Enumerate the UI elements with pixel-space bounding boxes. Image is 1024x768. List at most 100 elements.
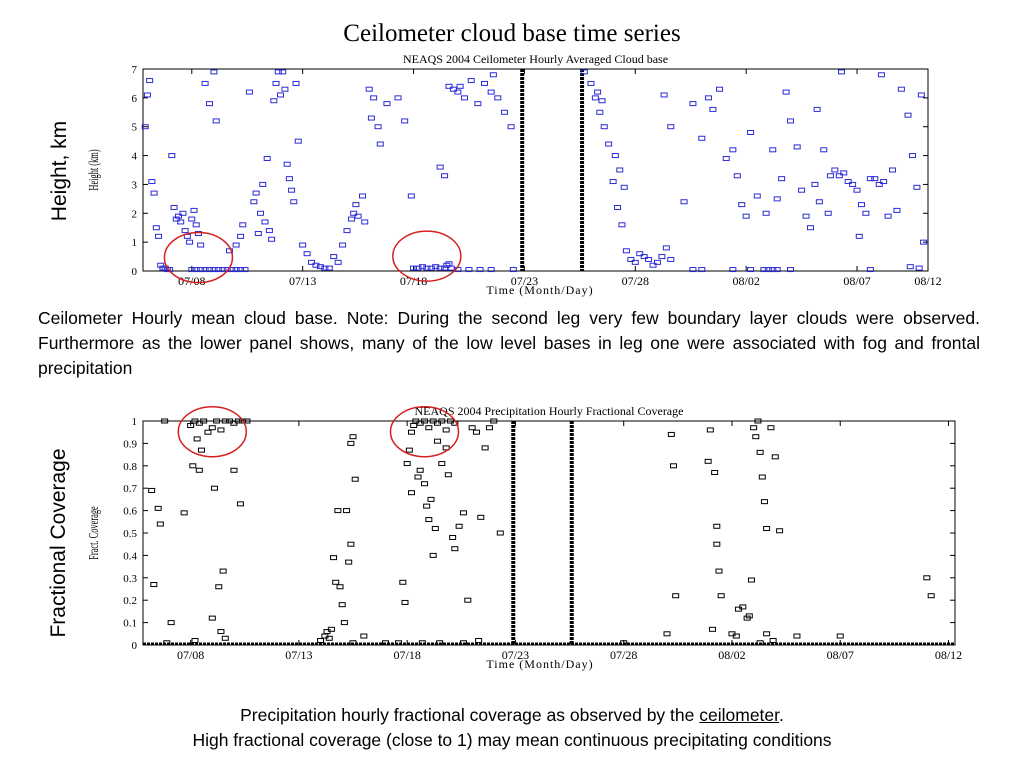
plot-frame	[142, 420, 956, 646]
data-point	[270, 98, 278, 104]
data-point	[148, 487, 156, 493]
data-point	[155, 233, 163, 239]
data-point	[141, 124, 149, 130]
data-point	[708, 626, 716, 632]
data-point	[787, 118, 795, 124]
data-point	[272, 80, 280, 86]
data-point	[494, 95, 502, 101]
data-point	[201, 80, 209, 86]
data-point	[423, 503, 431, 509]
data-point	[487, 267, 495, 273]
data-point	[767, 425, 775, 431]
data-point	[442, 445, 450, 451]
data-point	[259, 181, 267, 187]
data-point	[347, 541, 355, 547]
data-point	[866, 267, 874, 273]
data-point	[159, 265, 167, 271]
data-point	[689, 267, 697, 273]
chart-x-label: Time (Month/Day)	[486, 657, 593, 671]
y-tick-label: 3	[132, 179, 138, 191]
data-point	[698, 135, 706, 141]
data-point	[170, 205, 178, 211]
data-point	[889, 167, 897, 173]
data-point	[192, 267, 200, 273]
data-points	[148, 418, 935, 646]
data-point	[826, 173, 834, 179]
data-point	[764, 267, 772, 273]
data-point	[276, 92, 284, 98]
data-point	[769, 267, 777, 273]
data-point	[622, 248, 630, 254]
data-point	[840, 170, 848, 176]
cloud-base-caption: Ceilometer Hourly mean cloud base. Note:…	[38, 308, 980, 378]
data-point	[221, 418, 229, 424]
data-point	[321, 265, 329, 271]
data-point	[281, 86, 289, 92]
data-point	[274, 69, 282, 75]
data-point	[476, 267, 484, 273]
data-point	[614, 205, 622, 211]
data-point	[237, 267, 245, 273]
data-point	[188, 216, 196, 222]
data-point	[862, 210, 870, 216]
data-point	[336, 584, 344, 590]
data-point	[312, 262, 320, 268]
data-point	[431, 526, 439, 532]
data-point	[299, 242, 307, 248]
data-point	[704, 458, 712, 464]
data-point	[445, 83, 453, 89]
data-point	[294, 138, 302, 144]
data-point	[234, 418, 242, 424]
ceilometer-link[interactable]: ceilometer	[699, 705, 780, 725]
data-point	[897, 86, 905, 92]
data-point	[467, 78, 475, 84]
y-tick-label: 0	[132, 640, 138, 652]
y-tick-label: 0.4	[123, 550, 137, 562]
data-point	[778, 176, 786, 182]
data-point	[360, 633, 368, 639]
x-tick-label: 08/07	[827, 648, 854, 662]
data-point	[773, 196, 781, 202]
data-point	[374, 124, 382, 130]
data-point	[432, 264, 440, 270]
data-point	[433, 438, 441, 444]
data-point	[798, 187, 806, 193]
data-point	[210, 267, 218, 273]
data-point	[813, 106, 821, 112]
data-point	[754, 418, 762, 424]
data-point	[152, 225, 160, 231]
data-point	[672, 593, 680, 599]
data-point	[662, 245, 670, 251]
data-point	[477, 514, 485, 520]
data-point	[487, 89, 495, 95]
data-point	[148, 179, 156, 185]
data-point	[454, 89, 462, 95]
data-point	[927, 593, 935, 599]
data-point	[769, 147, 777, 153]
data-point	[782, 89, 790, 95]
data-point	[760, 499, 768, 505]
data-point	[667, 256, 675, 262]
data-point	[455, 523, 463, 529]
data-point	[773, 267, 781, 273]
data-point	[745, 613, 753, 619]
data-point	[239, 222, 247, 228]
data-point	[445, 261, 453, 267]
data-point	[838, 69, 846, 75]
data-point	[653, 259, 661, 265]
data-point	[481, 445, 489, 451]
precipitation-caption: Precipitation hourly fractional coverage…	[0, 703, 1024, 753]
data-point	[339, 242, 347, 248]
data-point	[806, 225, 814, 231]
data-point	[771, 454, 779, 460]
data-point	[143, 92, 151, 98]
chart-title: NEAQS 2004 Precipitation Hourly Fraction…	[415, 404, 684, 418]
y-tick-label: 7	[132, 64, 138, 76]
data-point	[667, 124, 675, 130]
data-point	[824, 210, 832, 216]
data-point	[188, 267, 196, 273]
data-point	[187, 422, 195, 428]
data-point	[427, 265, 435, 271]
data-point	[747, 267, 755, 273]
data-point	[509, 267, 517, 273]
